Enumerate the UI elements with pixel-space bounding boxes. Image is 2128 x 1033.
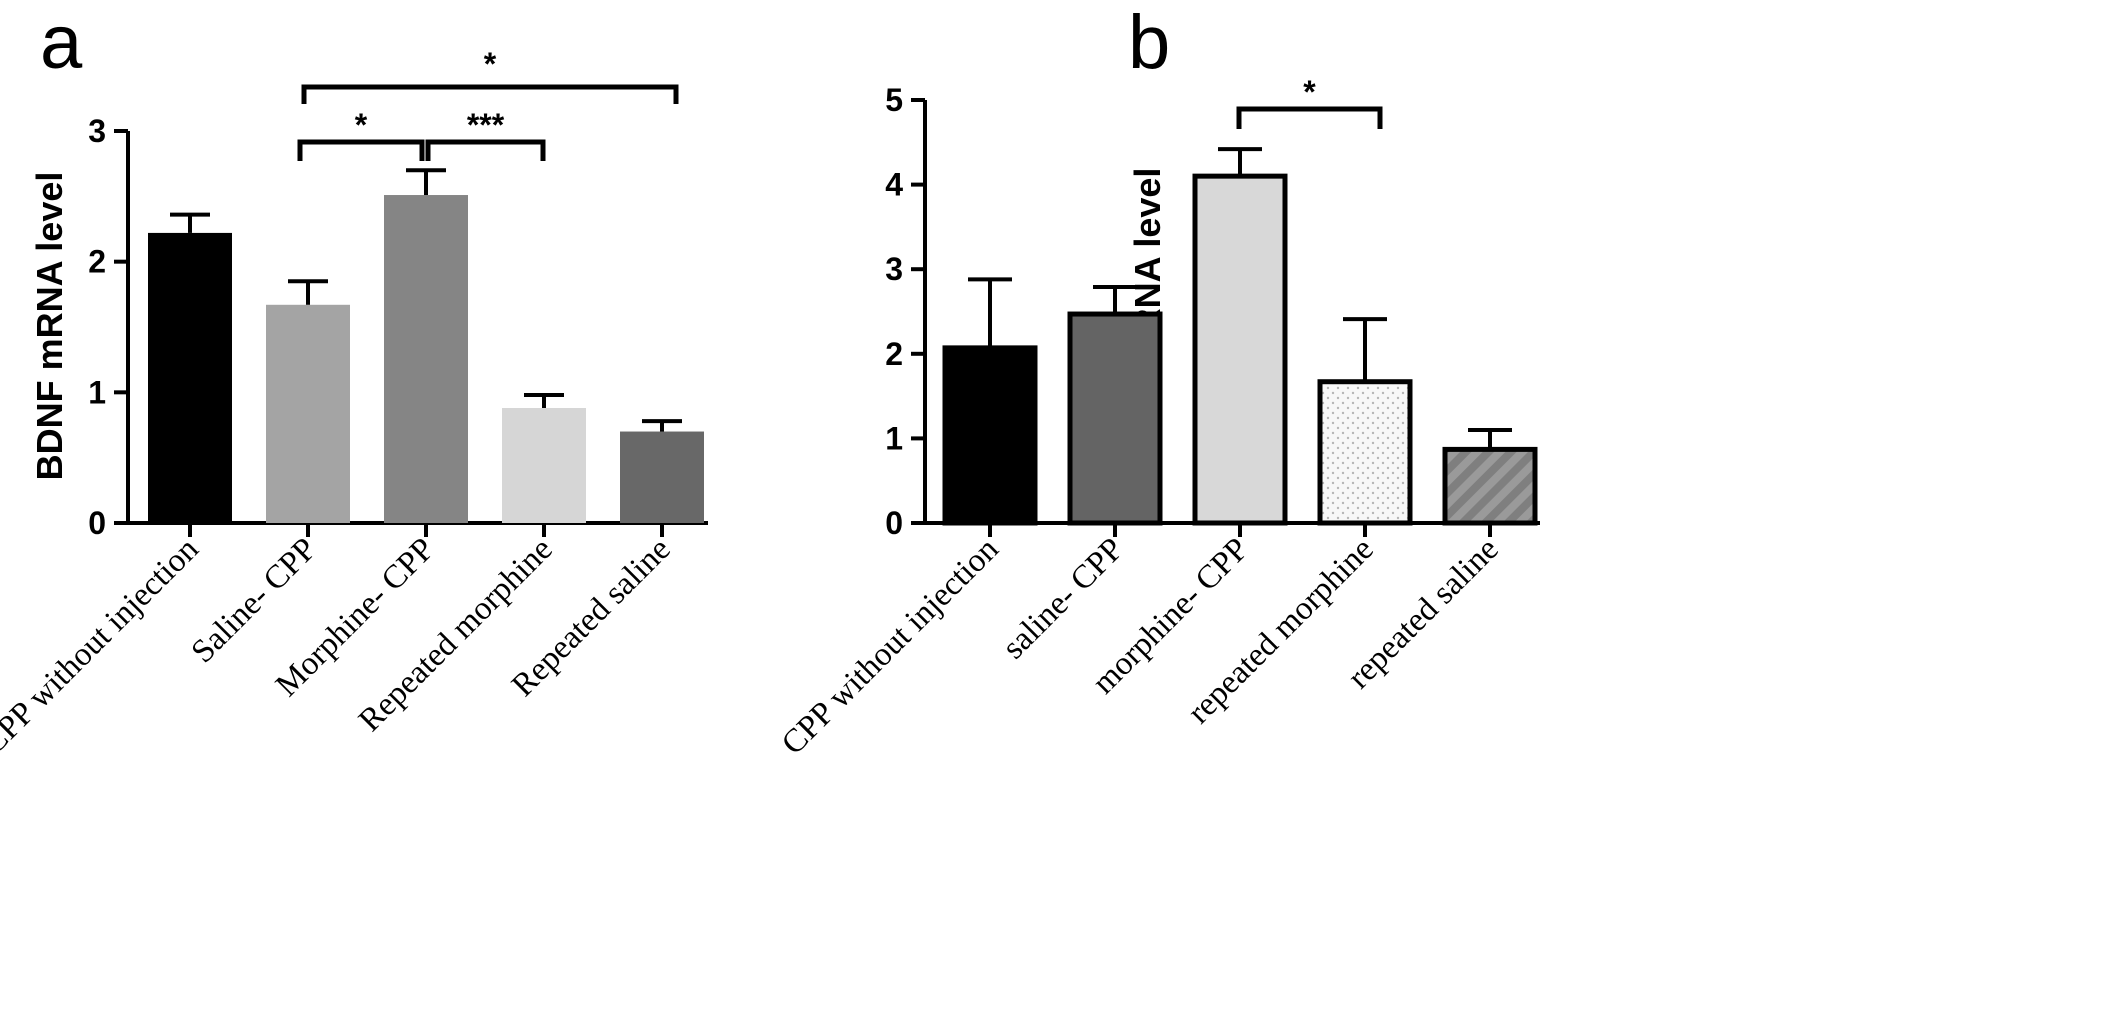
panel-b-xtick-label: CPP without injection: [775, 531, 1006, 762]
panel-b-bar: [1442, 446, 1538, 526]
panel-a-significance-label: *: [355, 107, 368, 143]
panel-b-ytick-label: 5: [885, 82, 903, 118]
panel-b-ytick-label: 3: [885, 251, 903, 287]
panel-a-letter: a: [40, 0, 83, 85]
panel-b-significance-bracket: [1236, 106, 1383, 129]
panel-b-ytick-label: 1: [885, 420, 903, 456]
panel-b-bar: [1192, 173, 1288, 526]
panel-a-bar: [148, 232, 232, 524]
panel-a-significance-bracket: [425, 139, 546, 161]
panel-b-bar: [942, 345, 1038, 526]
panel-a-ytick-label: 1: [88, 374, 106, 410]
panel-a-bar: [384, 195, 468, 523]
panel-b-significance-label: *: [1303, 74, 1316, 110]
panel-a-ytick-label: 2: [88, 244, 106, 280]
panel-b-ytick-label: 2: [885, 336, 903, 372]
panel-a-xtick-label: CPP without injection: [0, 531, 206, 762]
panel-a-bar: [266, 304, 350, 523]
panel-b-ytick-label: 0: [885, 505, 903, 541]
panel-a-ytick-label: 3: [88, 113, 106, 149]
panel-b-ytick-label: 4: [885, 167, 903, 203]
panel-a-significance-bracket: [297, 139, 425, 161]
panel-a-ylabel: BDNF mRNA level: [29, 172, 70, 481]
panel-b-letter: b: [1128, 0, 1170, 85]
panel-a-xtick-label: Repeated morphine: [352, 531, 560, 739]
panel-a-significance-label: *: [484, 46, 497, 82]
panel-a-significance-label: ***: [467, 107, 505, 143]
panel-a-bar: [620, 431, 704, 523]
panel-a-bar: [502, 408, 586, 523]
panel-b-bar: [1317, 379, 1413, 526]
panel-b-bar: [1067, 311, 1163, 526]
panel-a-significance-bracket: [301, 84, 679, 104]
panel-b-xtick-label: saline- CPP: [996, 531, 1131, 666]
panel-a-ytick-label: 0: [88, 505, 106, 541]
